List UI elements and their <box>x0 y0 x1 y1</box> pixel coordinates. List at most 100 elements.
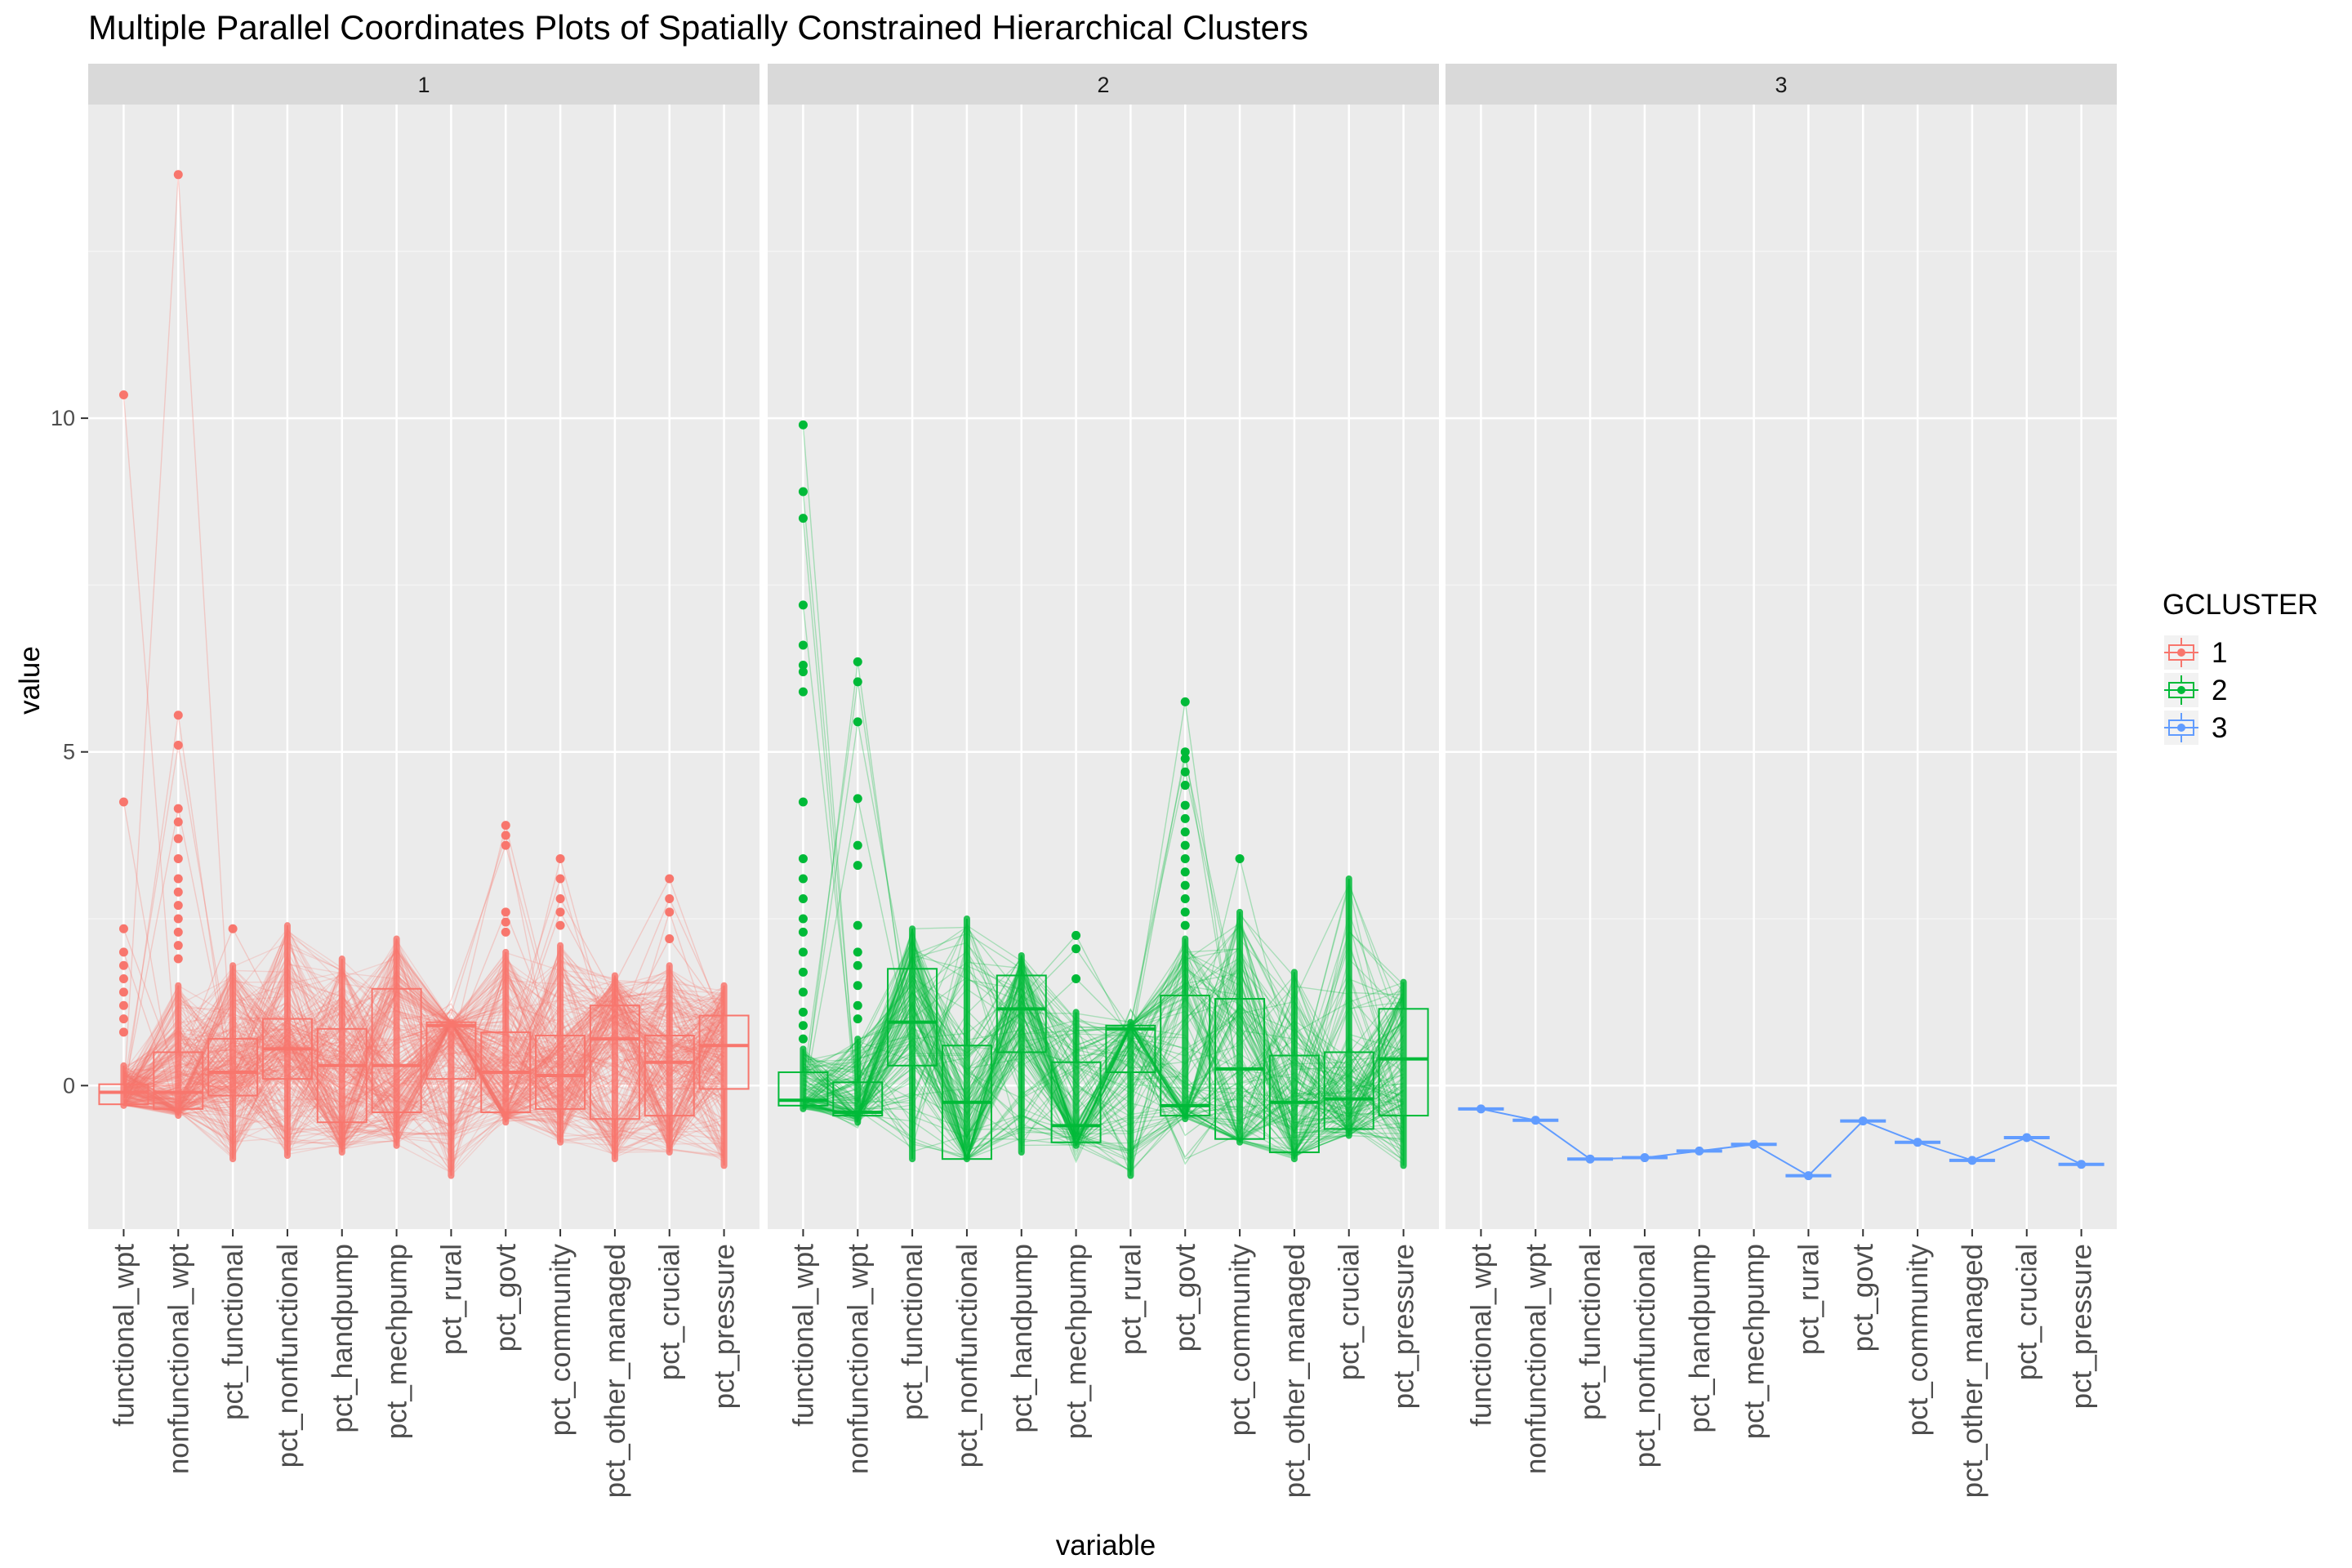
outlier-line <box>802 662 1405 1142</box>
outlier-point <box>853 920 862 930</box>
outlier-point <box>853 717 862 727</box>
outlier-line <box>123 876 724 1100</box>
parallel-line <box>123 966 725 1120</box>
data-point <box>1858 1116 1868 1126</box>
parallel-line <box>123 976 725 1129</box>
parallel-line <box>803 958 1405 1161</box>
parallel-line <box>123 1006 724 1130</box>
box <box>153 1051 204 1110</box>
outlier-point <box>1180 893 1190 903</box>
boxplot-nonfunctional_wpt <box>153 985 204 1116</box>
parallel-line <box>803 919 1405 1155</box>
outlier-point <box>1180 867 1190 877</box>
parallel-line <box>803 924 1404 1138</box>
parallel-line <box>122 975 724 1138</box>
outlier-line <box>802 518 1405 1161</box>
x-tick-label: pct_crucial <box>1334 1244 1365 1380</box>
legend-item-3: 3 <box>2164 710 2227 745</box>
parallel-line <box>123 1003 725 1174</box>
outlier-line <box>122 745 724 1107</box>
x-tick-label: nonfunctional_wpt <box>1520 1244 1552 1474</box>
parallel-line <box>122 972 725 1152</box>
outlier-point <box>173 914 183 924</box>
x-tick-label: pct_handpump <box>327 1244 359 1433</box>
parallel-line <box>122 1004 724 1132</box>
outlier-point <box>1180 800 1190 810</box>
parallel-line <box>803 982 1404 1139</box>
outlier-point <box>118 924 128 933</box>
parallel-line <box>803 1019 1405 1154</box>
outlier-point <box>173 927 183 937</box>
parallel-line <box>123 978 724 1150</box>
parallel-line <box>123 982 725 1138</box>
parallel-line <box>802 957 1404 1133</box>
data-point <box>1803 1171 1813 1181</box>
legend-label: 3 <box>2212 712 2227 744</box>
parallel-line <box>123 975 725 1143</box>
parallel-line <box>122 937 725 1158</box>
outlier-point <box>173 834 183 844</box>
x-tick-label: pct_mechpump <box>1061 1244 1093 1439</box>
boxplot-pct_pressure <box>698 985 750 1166</box>
outlier-line <box>803 978 1405 1160</box>
parallel-line <box>803 927 1405 1146</box>
facet-strip-label: 2 <box>1097 73 1109 97</box>
parallel-line <box>123 978 724 1143</box>
x-tick-label: pct_crucial <box>2011 1244 2043 1380</box>
parallel-line <box>803 957 1405 1161</box>
outlier-line <box>123 897 724 1107</box>
parallel-line <box>122 959 725 1152</box>
parallel-line <box>802 942 1405 1163</box>
parallel-line <box>802 939 1405 1174</box>
parallel-line <box>122 1003 725 1152</box>
parallel-line <box>803 938 1405 1129</box>
outlier-point <box>798 987 808 997</box>
parallel-line <box>123 966 724 1123</box>
outlier-line <box>803 702 1405 1124</box>
outlier-point <box>173 710 183 720</box>
parallel-line <box>803 973 1405 1156</box>
outlier-point <box>798 514 808 523</box>
x-tick-label: pct_govt <box>1847 1244 1879 1352</box>
outlier-point <box>1180 827 1190 837</box>
parallel-line <box>122 976 724 1156</box>
parallel-line <box>802 939 1405 1177</box>
outlier-line <box>802 681 1404 1158</box>
parallel-line <box>122 956 725 1152</box>
facet-panel-3: 3 functional_wpt nonfunctional_wpt pct_func… <box>1446 64 2117 1498</box>
parallel-line <box>803 991 1404 1160</box>
boxplot-pct_govt <box>480 951 532 1123</box>
parallel-line <box>123 951 724 1139</box>
parallel-line <box>123 969 724 1143</box>
parallel-line <box>123 1009 725 1147</box>
parallel-line <box>123 979 725 1152</box>
outlier-point <box>118 1000 128 1010</box>
boxplot-pct_functional <box>887 929 938 1160</box>
parallel-line <box>803 956 1405 1156</box>
parallel-line <box>123 1016 725 1149</box>
outlier-line <box>123 843 724 1097</box>
parallel-line <box>123 997 725 1152</box>
box <box>207 1038 259 1097</box>
outlier-point <box>798 600 808 610</box>
parallel-line <box>123 969 725 1160</box>
parallel-line <box>803 942 1405 1141</box>
parallel-line <box>123 987 725 1138</box>
parallel-line <box>802 933 1404 1134</box>
parallel-line <box>123 983 724 1143</box>
facet-strip <box>1446 64 2117 105</box>
x-tick-label: pct_other_managed <box>1957 1244 1989 1498</box>
parallel-line <box>123 968 725 1127</box>
outlier-point <box>1180 754 1190 764</box>
boxplot-pct_mechpump <box>1050 1012 1102 1146</box>
parallel-line <box>123 982 725 1142</box>
parallel-line <box>123 965 725 1147</box>
parallel-line <box>123 957 724 1107</box>
x-tick-label: pct_crucial <box>654 1244 686 1380</box>
parallel-line <box>802 953 1405 1145</box>
parallel-line <box>123 929 725 1125</box>
parallel-line <box>123 973 725 1119</box>
box <box>1378 1008 1429 1117</box>
outlier-line <box>123 911 724 1099</box>
